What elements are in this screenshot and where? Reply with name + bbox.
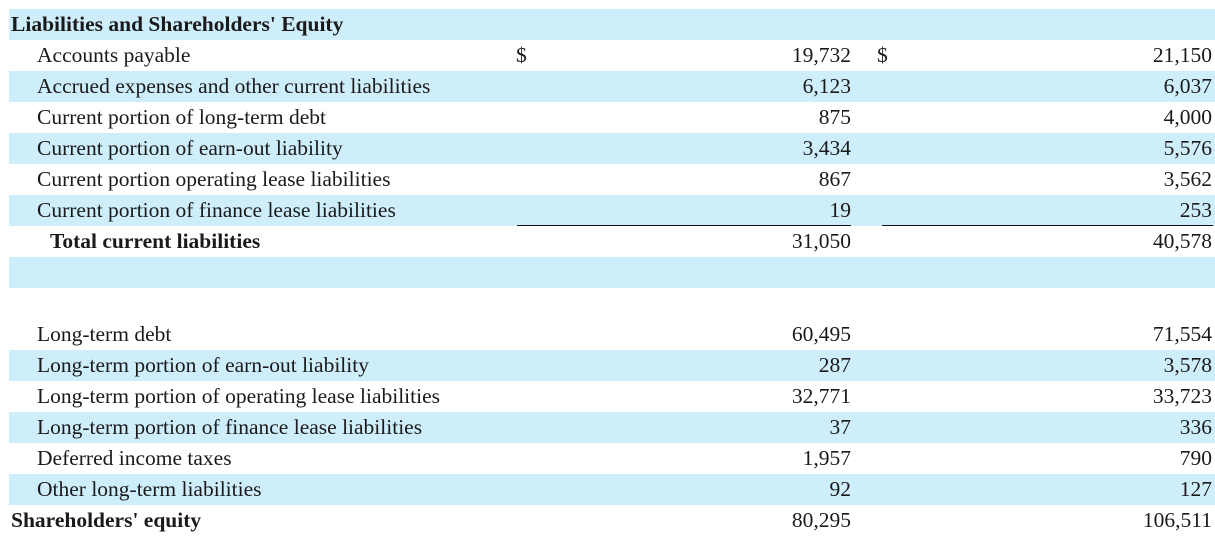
equity-col2: 106,511: [1142, 508, 1212, 532]
table-row: Current portion of finance lease liabili…: [9, 195, 1215, 226]
table-row: Long-term debt 60,495 71,554: [9, 319, 1215, 350]
value-col2: 127: [1179, 477, 1212, 501]
currency-symbol: $: [516, 43, 527, 67]
row-label: Long-term portion of finance lease liabi…: [37, 415, 423, 439]
value-col2: 4,000: [1163, 105, 1212, 129]
value-col2: 3,562: [1163, 167, 1212, 191]
value-col1: 19: [829, 198, 852, 222]
value-col2: 253: [1179, 198, 1212, 222]
row-label: Accrued expenses and other current liabi…: [37, 74, 431, 98]
value-col2: 790: [1179, 446, 1212, 470]
row-label: Long-term debt: [37, 322, 172, 346]
value-col1: 6,123: [802, 74, 851, 98]
total-row: Total current liabilities 31,050 40,578: [9, 226, 1215, 257]
total-col2: 40,578: [1152, 229, 1212, 253]
equity-row: Shareholders' equity 80,295 106,511: [9, 505, 1215, 536]
row-label: Current portion of finance lease liabili…: [37, 198, 396, 222]
section-header-row: Liabilities and Shareholders' Equity: [9, 9, 1215, 40]
value-col2: 3,578: [1163, 353, 1212, 377]
value-col1: 3,434: [802, 136, 851, 160]
table-row: Long-term portion of finance lease liabi…: [9, 412, 1215, 443]
table-row: Current portion of earn-out liability 3,…: [9, 133, 1215, 164]
row-label: Other long-term liabilities: [37, 477, 262, 501]
value-col1: 1,957: [802, 446, 851, 470]
spacer-row: [9, 257, 1215, 288]
equity-col1: 80,295: [791, 508, 851, 532]
value-col2: 5,576: [1163, 136, 1212, 160]
value-col1: 19,732: [791, 43, 851, 67]
value-col1: 37: [829, 415, 852, 439]
subtotal-rule: [882, 225, 1213, 226]
total-col1: 31,050: [791, 229, 851, 253]
row-label: Long-term portion of operating lease lia…: [37, 384, 441, 408]
subtotal-rule: [517, 225, 851, 226]
value-col2: 6,037: [1163, 74, 1212, 98]
value-col1: 32,771: [791, 384, 851, 408]
value-col1: 60,495: [791, 322, 851, 346]
row-label: Current portion of long-term debt: [37, 105, 326, 129]
row-label: Deferred income taxes: [37, 446, 232, 470]
value-col1: 92: [829, 477, 852, 501]
row-label: Accounts payable: [37, 43, 191, 67]
value-col2: 336: [1179, 415, 1212, 439]
table-row: Deferred income taxes 1,957 790: [9, 443, 1215, 474]
balance-sheet-table: Liabilities and Shareholders' Equity Acc…: [9, 9, 1215, 536]
value-col2: 71,554: [1152, 322, 1212, 346]
value-col1: 867: [818, 167, 851, 191]
section-title: Liabilities and Shareholders' Equity: [11, 12, 344, 36]
table-row: Long-term portion of earn-out liability …: [9, 350, 1215, 381]
spacer-row: [9, 288, 1215, 319]
table-row: Current portion operating lease liabilit…: [9, 164, 1215, 195]
table-row: Other long-term liabilities 92 127: [9, 474, 1215, 505]
row-label: Long-term portion of earn-out liability: [37, 353, 369, 377]
total-label: Total current liabilities: [50, 229, 261, 253]
value-col2: 21,150: [1152, 43, 1212, 67]
value-col2: 33,723: [1152, 384, 1212, 408]
table-row: Current portion of long-term debt 875 4,…: [9, 102, 1215, 133]
table-row: Accrued expenses and other current liabi…: [9, 71, 1215, 102]
row-label: Current portion operating lease liabilit…: [37, 167, 391, 191]
table-row: Long-term portion of operating lease lia…: [9, 381, 1215, 412]
value-col1: 287: [818, 353, 851, 377]
value-col1: 875: [818, 105, 851, 129]
table-row: Accounts payable $ 19,732 $ 21,150: [9, 40, 1215, 71]
equity-label: Shareholders' equity: [11, 508, 202, 532]
currency-symbol: $: [877, 43, 888, 67]
row-label: Current portion of earn-out liability: [37, 136, 343, 160]
